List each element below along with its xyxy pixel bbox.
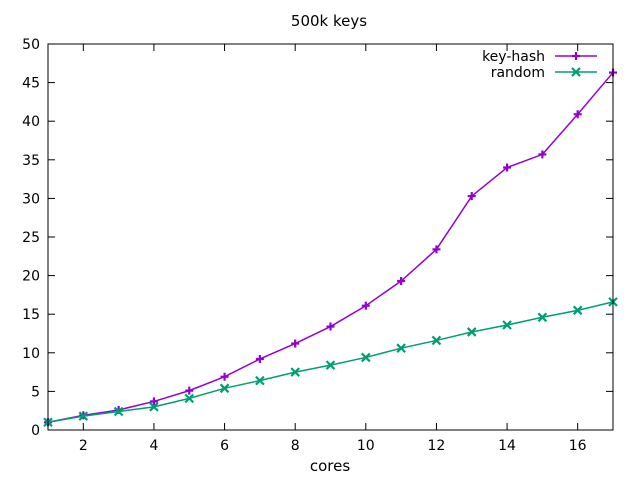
legend-marker (571, 67, 581, 77)
data-point-random (149, 402, 159, 412)
data-point-random (466, 327, 477, 337)
series-layer (43, 68, 618, 428)
y-tick-label: 25 (22, 230, 40, 246)
data-point-key-hash (538, 150, 547, 159)
y-tick-label: 30 (22, 191, 40, 207)
x-tick-label: 16 (569, 438, 587, 454)
data-point-key-hash (220, 372, 229, 381)
y-tick-label: 40 (22, 114, 40, 130)
y-tick-label: 20 (22, 269, 40, 285)
data-point-random (255, 375, 265, 386)
x-tick-label: 8 (291, 438, 300, 454)
data-point-random (184, 393, 195, 404)
x-tick-label: 2 (79, 438, 88, 454)
data-point-key-hash (503, 163, 512, 172)
x-tick-label: 12 (428, 438, 446, 454)
data-point-key-hash (149, 397, 158, 406)
data-point-random (396, 343, 406, 353)
x-tick-label: 10 (357, 438, 375, 454)
x-axis-ticks: 2 4 6 8 10 12 14 16 (79, 44, 587, 454)
data-point-key-hash (397, 277, 406, 286)
data-point-key-hash (573, 110, 582, 119)
data-point-key-hash (326, 322, 335, 331)
series-line-random (47, 301, 614, 424)
data-point-random (572, 305, 583, 316)
y-tick-label: 5 (31, 384, 40, 400)
x-tick-label: 14 (498, 438, 516, 454)
legend-label: random (491, 65, 545, 81)
data-point-key-hash (255, 354, 264, 363)
data-point-random (78, 411, 89, 421)
data-point-key-hash (432, 245, 441, 254)
y-tick-label: 15 (22, 307, 40, 323)
y-tick-label: 45 (22, 76, 40, 92)
series-line-key-hash (47, 72, 614, 424)
y-axis-ticks: 0 5 10 15 20 25 30 35 40 45 50 (22, 37, 613, 439)
x-tick-label: 4 (149, 438, 158, 454)
data-point-random (113, 406, 124, 417)
data-point-random (537, 312, 548, 323)
data-point-random (325, 360, 336, 370)
y-tick-label: 35 (22, 153, 40, 169)
data-point-key-hash (361, 301, 370, 310)
data-point-random (431, 335, 442, 346)
data-point-random (361, 352, 371, 363)
data-point-random (290, 367, 300, 377)
legend-label: key-hash (482, 49, 545, 65)
data-point-key-hash (467, 192, 476, 201)
y-tick-label: 50 (22, 37, 40, 53)
series-key-hash (44, 68, 617, 427)
data-point-random (502, 320, 512, 330)
y-tick-label: 0 (31, 423, 40, 439)
chart-title: 500k keys (291, 12, 367, 30)
legend-marker (572, 52, 580, 60)
y-tick-label: 10 (22, 346, 40, 362)
data-point-key-hash (185, 386, 194, 395)
x-tick-label: 6 (220, 438, 229, 454)
plot-frame (47, 43, 614, 431)
data-point-key-hash (291, 339, 300, 348)
data-point-random (219, 383, 230, 394)
x-axis-label: cores (310, 457, 350, 475)
